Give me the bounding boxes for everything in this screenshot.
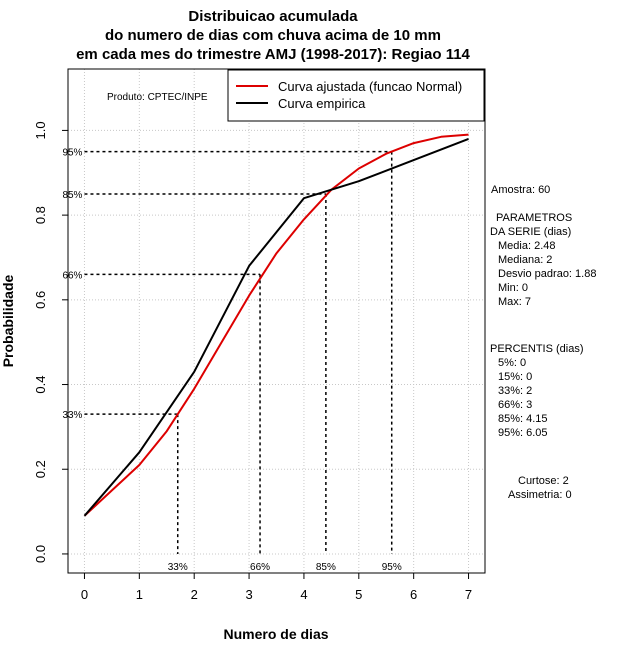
chart-title-line-1: Distribuicao acumulada xyxy=(188,8,358,25)
param-mediana: Mediana: 2 xyxy=(498,254,552,266)
producer-note: Produto: CPTEC/INPE xyxy=(107,92,208,103)
legend-label-fitted: Curva ajustada (funcao Normal) xyxy=(278,79,462,94)
param-min: Min: 0 xyxy=(498,282,528,294)
percentile-left-label-1: 66% xyxy=(62,270,82,281)
y-tick-label-2: 0.4 xyxy=(33,375,48,393)
x-axis: 0 1 2 3 4 5 6 7 xyxy=(81,573,472,602)
legend-box xyxy=(227,69,485,122)
y-tick-label-0: 0.0 xyxy=(33,545,48,563)
legend-label-empirical: Curva empirica xyxy=(278,96,366,111)
param-max: Max: 7 xyxy=(498,296,531,308)
sample-size: Amostra: 60 xyxy=(491,184,550,196)
skewness: Assimetria: 0 xyxy=(508,489,572,501)
chart-title-line-2: do numero de dias com chuva acima de 10 … xyxy=(105,27,441,44)
param-media: Media: 2.48 xyxy=(498,240,555,252)
legend: Curva ajustada (funcao Normal) Curva emp… xyxy=(227,69,485,122)
grid-lines xyxy=(68,69,485,573)
x-tick-label-4: 4 xyxy=(300,587,307,602)
percentil-66: 66%: 3 xyxy=(498,399,532,411)
percentile-left-label-3: 95% xyxy=(62,148,82,159)
kurtosis: Curtose: 2 xyxy=(518,475,569,487)
percentile-bottom-label-0: 33% xyxy=(168,562,188,573)
chart-title-line-3: em cada mes do trimestre AMJ (1998-2017)… xyxy=(76,46,470,63)
y-tick-label-1: 0.2 xyxy=(33,460,48,478)
percentile-bottom-label-2: 85% xyxy=(316,562,336,573)
x-axis-label: Numero de dias xyxy=(223,626,328,642)
params-title-2: DA SERIE (dias) xyxy=(490,226,571,238)
x-tick-label-6: 6 xyxy=(410,587,417,602)
params-title-1: PARAMETROS xyxy=(496,212,572,224)
plot-frame xyxy=(67,68,486,574)
percentile-bottom-label-3: 95% xyxy=(382,562,402,573)
series-line-empirical xyxy=(83,137,469,517)
series-line-fitted-normal xyxy=(83,133,469,517)
y-tick-label-5: 1.0 xyxy=(33,121,48,139)
percentil-5: 5%: 0 xyxy=(498,357,526,369)
x-tick-label-5: 5 xyxy=(355,587,362,602)
x-tick-label-2: 2 xyxy=(191,587,198,602)
percentile-left-label-0: 33% xyxy=(62,410,82,421)
percentile-guides: 33% 33% 66% 66% 85% 85% 95% 95% xyxy=(62,148,401,573)
x-tick-label-0: 0 xyxy=(81,587,88,602)
percentil-33: 33%: 2 xyxy=(498,385,532,397)
x-tick-label-7: 7 xyxy=(465,587,472,602)
y-axis-label: Probabilidade xyxy=(0,275,16,368)
percentis-title: PERCENTIS (dias) xyxy=(490,343,584,355)
side-panel: Amostra: 60 PARAMETROS DA SERIE (dias) M… xyxy=(490,184,596,501)
x-tick-label-3: 3 xyxy=(245,587,252,602)
percentil-95: 95%: 6.05 xyxy=(498,427,548,439)
percentile-left-label-2: 85% xyxy=(62,190,82,201)
y-axis: 0.0 0.2 0.4 0.6 0.8 1.0 xyxy=(33,121,68,563)
percentil-85: 85%: 4.15 xyxy=(498,413,548,425)
percentile-bottom-label-1: 66% xyxy=(250,562,270,573)
series-layer xyxy=(83,133,469,517)
y-tick-label-3: 0.6 xyxy=(33,291,48,309)
percentil-15: 15%: 0 xyxy=(498,371,532,383)
y-tick-label-4: 0.8 xyxy=(33,206,48,224)
x-tick-label-1: 1 xyxy=(136,587,143,602)
param-desvio: Desvio padrao: 1.88 xyxy=(498,268,596,280)
